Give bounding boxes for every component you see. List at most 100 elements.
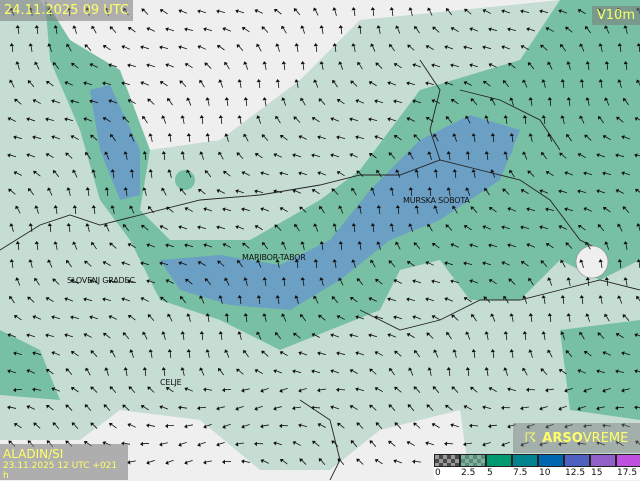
- wind-arrow: [186, 169, 192, 178]
- wind-arrow: [558, 441, 567, 447]
- wind-arrow: [431, 423, 440, 429]
- wind-arrow: [469, 423, 479, 428]
- wind-arrow: [148, 169, 153, 178]
- wind-arrow: [204, 278, 212, 286]
- wind-arrow: [7, 405, 17, 410]
- wind-arrow: [109, 26, 117, 34]
- wind-arrow: [463, 225, 472, 231]
- wind-arrow: [623, 97, 629, 106]
- wind-arrow: [70, 387, 79, 393]
- brand-name: ARSOVREME: [542, 431, 628, 446]
- wind-arrow: [332, 259, 337, 268]
- wind-arrow: [281, 25, 287, 34]
- wind-arrow: [294, 43, 299, 52]
- wind-arrow: [108, 315, 117, 320]
- wind-arrow: [395, 169, 401, 178]
- wind-arrow: [108, 423, 117, 429]
- wind-arrow: [336, 135, 346, 140]
- wind-arrow: [332, 223, 337, 232]
- wind-arrow: [469, 243, 479, 248]
- wind-arrow: [368, 81, 377, 87]
- wind-arrow: [522, 295, 528, 304]
- wind-arrow: [621, 423, 631, 428]
- wind-arrow: [395, 241, 401, 250]
- wind-arrow: [509, 169, 515, 178]
- wind-arrow: [541, 295, 546, 304]
- wind-arrow: [376, 205, 381, 214]
- wind-arrow: [564, 171, 573, 176]
- wind-arrow: [241, 459, 251, 464]
- wind-arrow: [28, 223, 33, 232]
- wind-arrow: [412, 279, 422, 284]
- wind-arrow: [165, 279, 174, 284]
- wind-arrow: [407, 44, 415, 51]
- wind-arrow: [408, 7, 413, 16]
- wind-arrow: [585, 25, 592, 34]
- wind-arrow: [13, 423, 22, 429]
- wind-arrow: [243, 349, 249, 358]
- wind-arrow: [32, 135, 42, 140]
- wind-arrow: [129, 169, 135, 178]
- wind-arrow: [83, 333, 92, 338]
- wind-arrow: [241, 388, 250, 393]
- wind-arrow: [509, 313, 514, 322]
- wind-arrow: [597, 224, 605, 232]
- wind-arrow: [483, 80, 491, 87]
- wind-arrow: [540, 368, 548, 375]
- wind-arrow: [254, 9, 263, 14]
- wind-arrow: [159, 261, 169, 266]
- wind-arrow: [160, 296, 168, 303]
- wind-arrow: [199, 367, 205, 376]
- wind-arrow: [488, 387, 497, 392]
- wind-arrow: [159, 442, 168, 447]
- wind-arrow: [180, 151, 185, 160]
- wind-arrow: [564, 207, 574, 212]
- wind-arrow: [408, 223, 414, 232]
- wind-arrow: [598, 259, 603, 268]
- wind-arrow: [127, 279, 137, 284]
- wind-arrow: [349, 369, 358, 374]
- wind-arrow: [51, 387, 60, 392]
- wind-arrow: [395, 25, 401, 34]
- wind-arrow: [444, 81, 454, 86]
- wind-arrow: [526, 423, 535, 429]
- wind-arrow: [218, 331, 223, 340]
- wind-arrow: [584, 134, 592, 141]
- wind-arrow: [89, 315, 99, 320]
- wind-arrow: [501, 405, 511, 411]
- wind-arrow: [338, 25, 344, 34]
- wind-arrow: [450, 63, 460, 68]
- wind-arrow: [374, 135, 383, 140]
- wind-arrow: [65, 404, 73, 411]
- wind-arrow: [617, 79, 622, 88]
- wind-arrow: [604, 277, 609, 286]
- wind-arrow: [450, 279, 460, 284]
- wind-arrow: [129, 205, 135, 214]
- wind-arrow: [148, 349, 153, 358]
- wind-arrow: [564, 388, 573, 393]
- wind-arrow: [317, 351, 327, 356]
- wind-arrow: [218, 295, 223, 304]
- wind-arrow: [577, 369, 586, 374]
- wind-arrow: [90, 134, 98, 141]
- wind-arrow: [236, 44, 244, 51]
- wind-arrow: [469, 63, 479, 68]
- wind-arrow: [445, 404, 453, 411]
- wind-arrow: [394, 350, 402, 357]
- wind-arrow: [110, 133, 116, 142]
- wind-arrow: [32, 99, 41, 104]
- wind-arrow: [583, 423, 592, 429]
- wind-arrow: [597, 332, 605, 339]
- wind-arrow: [178, 261, 188, 266]
- wind-arrow: [469, 27, 479, 32]
- wind-arrow: [241, 424, 250, 429]
- wind-arrow: [281, 97, 286, 106]
- wind-arrow: [292, 369, 302, 374]
- wind-arrow: [623, 277, 628, 286]
- wind-arrow: [298, 135, 307, 140]
- wind-arrow: [604, 61, 610, 70]
- wind-arrow: [140, 405, 149, 411]
- wind-arrow: [368, 297, 377, 302]
- wind-arrow: [547, 61, 553, 70]
- wind-arrow: [279, 351, 288, 357]
